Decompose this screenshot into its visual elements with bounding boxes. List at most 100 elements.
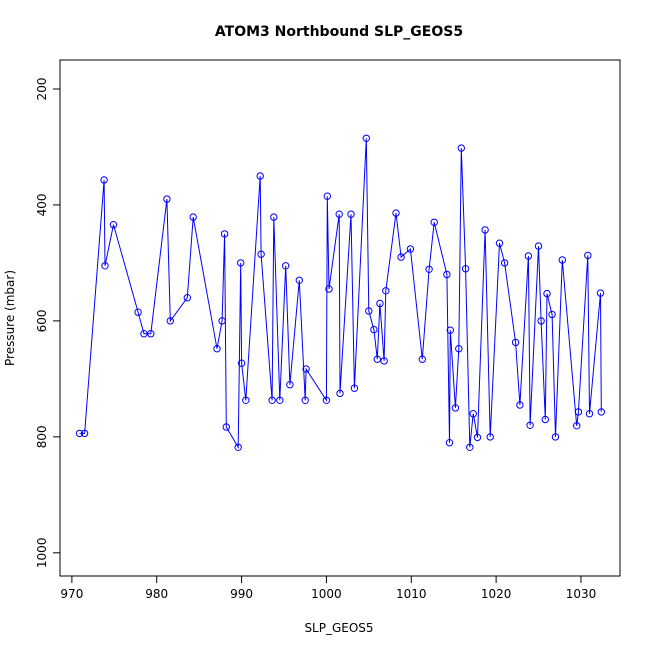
data-point <box>524 252 533 260</box>
data-point <box>302 365 310 373</box>
data-point <box>163 195 171 203</box>
data-point <box>218 317 226 325</box>
data-point <box>350 384 359 392</box>
data-point <box>220 230 229 238</box>
data-point <box>75 429 84 438</box>
y-tick-label: 1000 <box>35 538 49 569</box>
data-point <box>451 404 460 412</box>
data-point <box>268 396 276 404</box>
data-point <box>166 317 175 325</box>
data-point <box>473 433 482 442</box>
data-point <box>455 345 463 353</box>
plot-area <box>75 134 605 451</box>
data-point <box>406 245 415 253</box>
data-point <box>469 410 477 418</box>
data-point <box>373 355 381 363</box>
x-tick-label: 1020 <box>481 587 512 601</box>
data-point <box>365 307 373 315</box>
data-point <box>242 396 250 404</box>
data-point <box>237 359 246 367</box>
data-point <box>526 421 534 429</box>
data-point <box>596 289 605 297</box>
data-point <box>295 276 303 284</box>
data-point <box>486 433 494 441</box>
data-point <box>276 396 284 404</box>
data-point <box>147 330 155 338</box>
data-point <box>418 355 426 363</box>
data-point <box>80 429 89 438</box>
data-point <box>301 396 309 404</box>
data-point <box>237 259 245 267</box>
data-point <box>548 310 556 319</box>
data-point <box>584 251 592 260</box>
y-tick-label: 600 <box>35 309 49 332</box>
chart-title: ATOM3 Northbound SLP_GEOS5 <box>215 24 463 40</box>
data-point <box>397 253 405 261</box>
data-point <box>376 299 384 308</box>
data-point <box>189 213 197 221</box>
data-point <box>466 443 474 451</box>
data-point <box>461 265 470 273</box>
data-point <box>109 221 118 229</box>
data-point <box>382 287 390 295</box>
data-point <box>234 443 242 451</box>
data-point <box>370 325 378 334</box>
x-tick-label: 1000 <box>311 587 342 601</box>
data-point <box>511 338 520 347</box>
x-tick-label: 990 <box>230 587 253 601</box>
data-point <box>495 239 504 247</box>
x-tick-label: 1030 <box>566 587 597 601</box>
data-point <box>257 250 265 258</box>
x-tick-label: 1010 <box>396 587 427 601</box>
data-point <box>183 294 192 302</box>
data-point <box>134 308 142 316</box>
data-point <box>573 422 581 430</box>
y-axis-label: Pressure (mbar) <box>3 270 17 366</box>
data-point <box>541 415 549 424</box>
data-point <box>270 213 278 221</box>
data-point <box>516 401 524 409</box>
data-point <box>551 433 560 441</box>
data-point <box>222 423 231 431</box>
x-tick-label: 980 <box>145 587 168 601</box>
data-point <box>347 210 355 218</box>
data-point <box>446 326 454 334</box>
data-point <box>481 226 489 234</box>
data-point <box>537 317 545 325</box>
data-point <box>500 259 509 267</box>
data-point <box>457 144 465 152</box>
y-axis: 200 400 600 800 1000 <box>35 78 61 569</box>
y-tick-label: 200 <box>35 78 49 101</box>
x-axis-label: SLP_GEOS5 <box>304 621 373 635</box>
data-point <box>425 265 433 273</box>
data-point <box>392 209 400 217</box>
data-point <box>543 289 551 298</box>
data-point <box>100 176 108 184</box>
data-point <box>335 210 343 218</box>
x-tick-label: 970 <box>60 587 83 601</box>
data-point <box>256 172 264 180</box>
data-point <box>534 242 543 250</box>
data-point <box>322 396 331 404</box>
data-point <box>597 408 605 416</box>
data-point <box>430 218 438 227</box>
data-point <box>585 410 594 418</box>
data-point <box>380 357 388 365</box>
data-point <box>362 134 370 143</box>
data-point <box>282 262 290 270</box>
series-line <box>79 138 602 450</box>
data-point <box>558 256 566 264</box>
y-tick-label: 400 <box>35 193 49 216</box>
data-point <box>443 270 451 279</box>
data-point <box>101 262 109 270</box>
data-point <box>286 381 294 389</box>
y-tick-label: 800 <box>35 425 49 448</box>
data-point <box>445 439 454 447</box>
x-axis: 970 980 990 1000 1010 1020 1030 <box>60 575 597 601</box>
data-point <box>323 192 331 200</box>
data-point <box>336 389 344 398</box>
data-point <box>574 408 583 416</box>
data-point <box>325 285 333 293</box>
data-point <box>213 345 221 353</box>
